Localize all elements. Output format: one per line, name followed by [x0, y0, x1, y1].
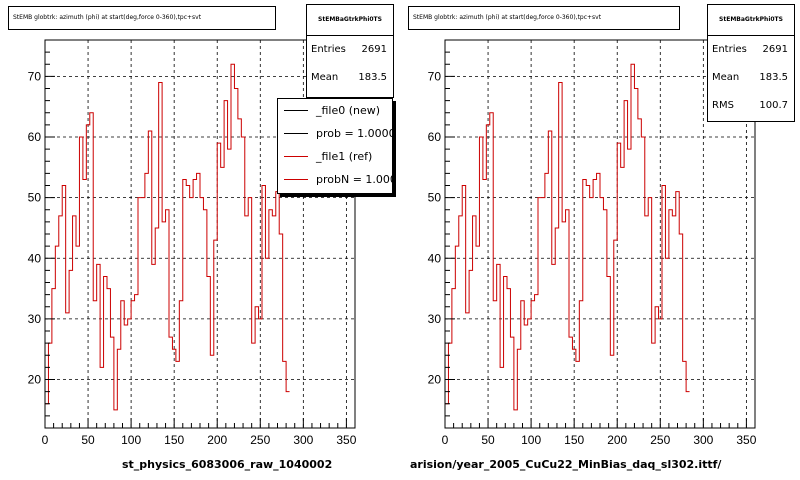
right-stats-rms-row: RMS 100.7	[708, 92, 794, 120]
left-stats-box: StEMBaGtrkPhi0TS Entries 2691 Mean 183.5	[306, 4, 394, 98]
left-xtick-label-0: 0	[42, 433, 49, 447]
legend-swatch-probn	[284, 179, 308, 180]
right-footer-label: arision/year_2005_CuCu22_MinBias_daq_sl3…	[410, 458, 722, 471]
right-stats-box: StEMBaGtrkPhi0TS Entries 2691 Mean 183.5…	[707, 4, 795, 122]
right-stats-mean-value: 183.5	[759, 72, 788, 83]
right-xtick-label-200: 200	[607, 433, 627, 447]
right-stats-mean-row: Mean 183.5	[708, 64, 794, 92]
right-ytick-label-20: 20	[428, 373, 442, 387]
left-legend: _file0 (new) prob = 1.000000 _file1 (ref…	[277, 98, 393, 194]
left-ytick-label-50: 50	[28, 191, 42, 205]
right-xtick-label-0: 0	[442, 433, 449, 447]
right-stats-mean-label: Mean	[712, 72, 740, 83]
legend-entry-file1: _file1 (ref)	[278, 145, 392, 168]
left-ytick-label-30: 30	[28, 312, 42, 326]
right-xtick-label-300: 300	[693, 433, 713, 447]
left-ytick-label-60: 60	[28, 130, 42, 144]
left-xtick-label-50: 50	[81, 433, 95, 447]
right-ytick-label-60: 60	[428, 130, 442, 144]
right-stats-rms-value: 100.7	[759, 100, 788, 111]
left-footer-label: st_physics_6083006_raw_1040002	[122, 458, 333, 471]
left-stats-entries-value: 2691	[361, 44, 387, 55]
left-xtick-label-150: 150	[164, 433, 184, 447]
right-series-0-line	[445, 63, 690, 411]
legend-swatch-file1	[284, 156, 308, 157]
right-ytick-label-70: 70	[428, 69, 442, 83]
right-chart-canvas: 0 50 100 150 200 250 300 350 20 30 40 50 60 70	[428, 39, 757, 447]
legend-swatch-prob	[284, 133, 308, 134]
right-ytick-label-50: 50	[428, 191, 442, 205]
left-stats-mean-row: Mean 183.5	[307, 64, 393, 92]
legend-label-prob: prob = 1.000000	[316, 127, 392, 140]
right-xtick-label-150: 150	[564, 433, 584, 447]
legend-entry-file0: _file0 (new)	[278, 99, 392, 122]
left-chart-pad: 0 50 100 150 200 250 300 350 20 30 40 50 60 70 StEMB …	[8, 4, 394, 471]
right-chart-title: StEMB globtrk: azimuth (phi) at start(de…	[408, 6, 680, 30]
left-ytick-label-40: 40	[28, 251, 42, 265]
legend-entry-probn: probN = 1.000000	[278, 168, 392, 191]
legend-label-probn: probN = 1.000000	[316, 173, 392, 186]
left-stats-entries-label: Entries	[311, 44, 346, 55]
legend-swatch-file0	[284, 110, 308, 111]
right-stats-name: StEMBaGtrkPhi0TS	[708, 5, 794, 36]
right-stats-entries-row: Entries 2691	[708, 36, 794, 64]
right-ytick-label-30: 30	[428, 312, 442, 326]
left-xtick-label-250: 250	[250, 433, 270, 447]
right-xtick-label-50: 50	[481, 433, 495, 447]
left-stats-mean-label: Mean	[311, 72, 339, 83]
left-xtick-label-100: 100	[121, 433, 141, 447]
legend-entry-prob: prob = 1.000000	[278, 122, 392, 145]
right-stats-entries-label: Entries	[712, 44, 747, 55]
right-stats-entries-value: 2691	[762, 44, 788, 55]
legend-label-file1: _file1 (ref)	[316, 150, 373, 163]
legend-label-file0: _file0 (new)	[316, 104, 381, 117]
right-xtick-label-250: 250	[650, 433, 670, 447]
left-chart-title: StEMB globtrk: azimuth (phi) at start(de…	[8, 6, 276, 30]
left-ytick-label-20: 20	[28, 373, 42, 387]
left-ytick-label-70: 70	[28, 69, 42, 83]
left-series-0-line	[45, 63, 290, 411]
left-xtick-label-350: 350	[336, 433, 356, 447]
right-xtick-label-350: 350	[736, 433, 756, 447]
left-xtick-label-300: 300	[293, 433, 313, 447]
right-xtick-label-100: 100	[521, 433, 541, 447]
left-stats-name: StEMBaGtrkPhi0TS	[307, 5, 393, 36]
right-chart-pad: 0 50 100 150 200 250 300 350 20 30 40 50 60 70 StEMB …	[400, 0, 800, 480]
left-stats-entries-row: Entries 2691	[307, 36, 393, 64]
right-ytick-label-40: 40	[428, 251, 442, 265]
left-xtick-label-200: 200	[207, 433, 227, 447]
right-stats-rms-label: RMS	[712, 100, 734, 111]
left-stats-mean-value: 183.5	[358, 72, 387, 83]
